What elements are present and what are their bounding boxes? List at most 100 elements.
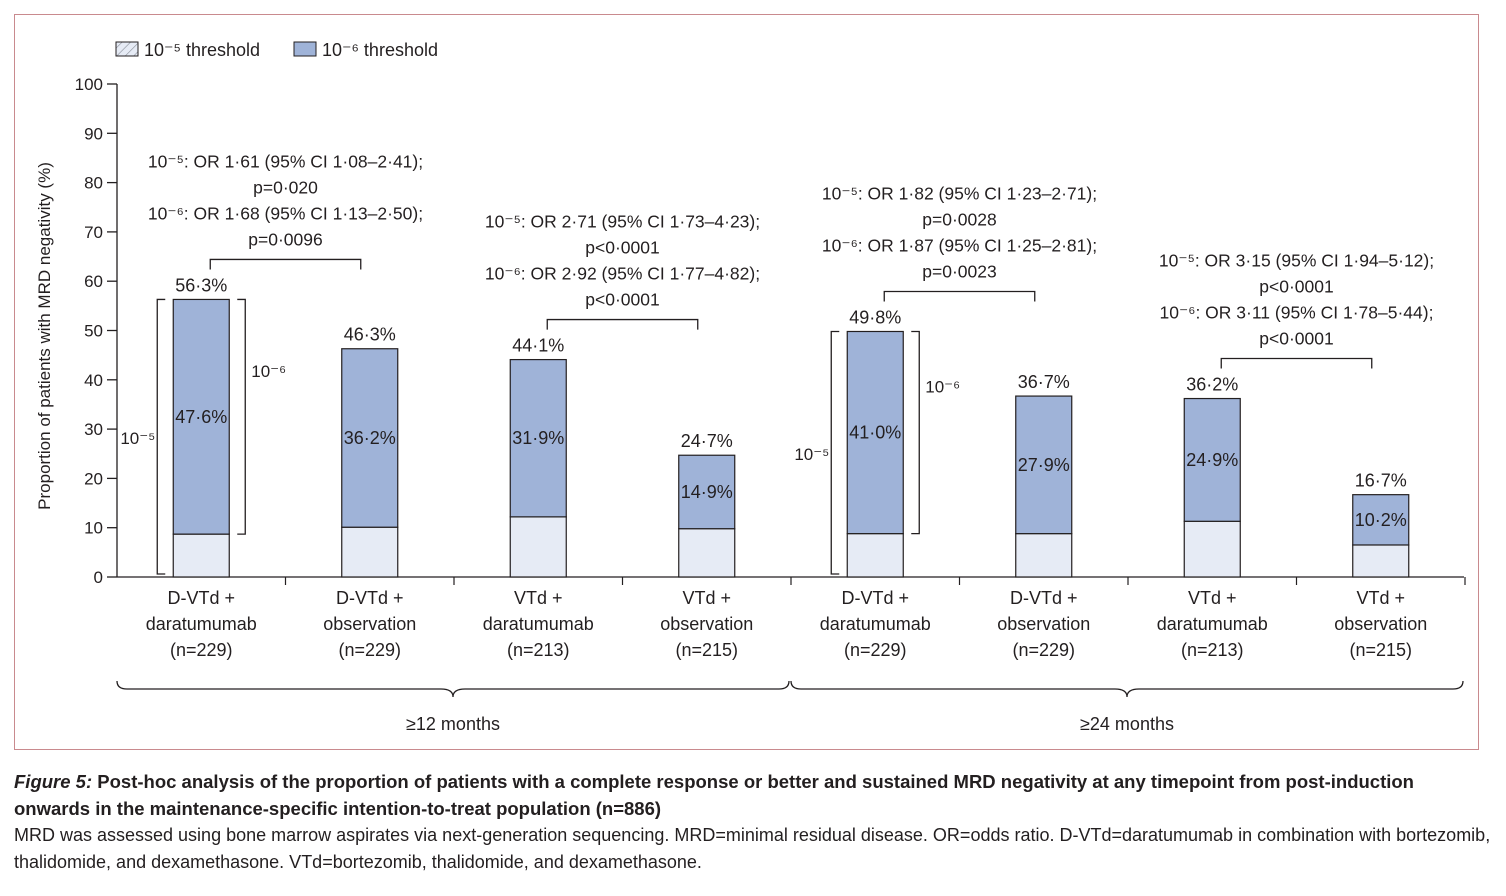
group-label: ≥24 months — [1080, 714, 1174, 734]
y-tick-label: 100 — [75, 75, 103, 94]
x-category-label: observation — [997, 614, 1090, 634]
bar-inner-label: 10·2% — [1355, 510, 1407, 530]
bar-segment-1e5-only — [509, 516, 567, 578]
bar-inner-label: 41·0% — [849, 423, 901, 443]
figure-frame — [14, 14, 1479, 750]
bar-segment-1e6 — [1183, 397, 1241, 522]
bracket-1e5 — [830, 330, 840, 575]
legend-label-1e6: 10⁻⁶ threshold — [322, 40, 438, 60]
x-category-label: daratumumab — [146, 614, 257, 634]
bracket-1e6 — [237, 298, 246, 535]
bar-inner-label: 27·9% — [1018, 455, 1070, 475]
x-category-label: observation — [660, 614, 753, 634]
comparison-stat-line: 10⁻⁵: OR 1·82 (95% CI 1·23–2·71); — [822, 183, 1097, 203]
x-category-label: D-VTd + — [841, 588, 909, 608]
chart: 10⁻⁵ threshold 10⁻⁶ threshold Proportion… — [35, 40, 1466, 734]
comparison-stat-line: 10⁻⁵: OR 1·61 (95% CI 1·08–2·41); — [148, 151, 423, 171]
comparison-stat-line: 10⁻⁶: OR 1·87 (95% CI 1·25–2·81); — [822, 235, 1097, 255]
bar-total-label: 16·7% — [1355, 471, 1407, 491]
bar-inner-label: 36·2% — [344, 428, 396, 448]
comparison-stat-line: p<0·0001 — [1259, 277, 1333, 297]
x-category-label: daratumumab — [1157, 614, 1268, 634]
x-category-label: D-VTd + — [167, 588, 235, 608]
bracket-label-1e5: 10⁻⁵ — [794, 445, 829, 464]
threshold-brackets: 10⁻⁵ 10⁻⁶ 10⁻⁵ 10⁻⁶ — [120, 298, 960, 575]
x-category-label: (n=229) — [844, 640, 907, 660]
bar-segment-1e5-only — [678, 528, 736, 578]
legend-swatch-1e6 — [293, 41, 317, 57]
caption-heading: Figure 5: Post-hoc analysis of the propo… — [14, 768, 1494, 822]
comparison-bracket — [883, 290, 1036, 302]
y-tick-label: 70 — [84, 223, 103, 242]
x-category-label: VTd + — [1188, 588, 1237, 608]
bar-total-label: 44·1% — [512, 336, 564, 356]
x-category-label: daratumumab — [483, 614, 594, 634]
y-axis-label: Proportion of patients with MRD negativi… — [35, 162, 54, 510]
comparison-stat-line: p=0·020 — [253, 177, 318, 197]
bar-segment-1e6 — [172, 298, 230, 535]
x-category-label: D-VTd + — [336, 588, 404, 608]
bar-total-label: 36·2% — [1186, 375, 1238, 395]
comparison-stat-line: p<0·0001 — [585, 238, 659, 258]
bar-segment-1e6 — [678, 454, 736, 530]
x-category-label: D-VTd + — [1010, 588, 1078, 608]
y-tick-label: 50 — [84, 322, 103, 341]
x-category-label: (n=229) — [338, 640, 401, 660]
x-category-label: (n=213) — [1181, 640, 1244, 660]
x-category-label: VTd + — [1356, 588, 1405, 608]
bar-total-label: 46·3% — [344, 325, 396, 345]
bracket-label-1e6: 10⁻⁶ — [251, 362, 286, 381]
bar-segment-1e5-only — [1352, 544, 1410, 578]
y-tick-label: 60 — [84, 272, 103, 291]
comparison-stat-line: 10⁻⁵: OR 2·71 (95% CI 1·73–4·23); — [485, 212, 760, 232]
y-tick-label: 0 — [94, 568, 103, 587]
comparison-stat-line: 10⁻⁶: OR 2·92 (95% CI 1·77–4·82); — [485, 264, 760, 284]
x-axis-labels: D-VTd + daratumumab (n=229) D-VTd + observat… — [146, 577, 1466, 660]
bar-segment-1e5-only — [1183, 520, 1241, 578]
x-category-label: (n=215) — [1349, 640, 1412, 660]
y-tick-label: 10 — [84, 519, 103, 538]
comparisons: 10⁻⁵: OR 1·61 (95% CI 1·08–2·41); p=0·020… — [148, 151, 1434, 369]
caption-title: Post-hoc analysis of the proportion of p… — [14, 771, 1414, 819]
caption-note: MRD was assessed using bone marrow aspir… — [14, 825, 1491, 872]
y-tick-label: 90 — [84, 124, 103, 143]
bar-segment-1e6 — [846, 330, 904, 535]
comparison-stat-line: p=0·0096 — [248, 229, 322, 249]
x-category-label: (n=229) — [170, 640, 233, 660]
bar-inner-label: 14·9% — [681, 482, 733, 502]
bar-segment-1e6 — [341, 348, 399, 528]
comparison-stat-line: p=0·0028 — [922, 209, 996, 229]
comparison-bracket — [209, 258, 362, 270]
bar-segment-1e6 — [509, 358, 567, 518]
time-groups: ≥12 months ≥24 months — [116, 680, 1464, 734]
y-tick-label: 40 — [84, 371, 103, 390]
bar-inner-label: 31·9% — [512, 428, 564, 448]
bar-inner-label: 24·9% — [1186, 450, 1238, 470]
y-tick-label: 30 — [84, 420, 103, 439]
bar-segment-1e5-only — [846, 533, 904, 578]
x-category-label: VTd + — [682, 588, 731, 608]
group-brace — [116, 680, 790, 698]
bar-segment-1e5-only — [341, 526, 399, 578]
x-category-label: (n=215) — [675, 640, 738, 660]
bar-segment-1e6 — [1015, 395, 1073, 535]
legend: 10⁻⁵ threshold 10⁻⁶ threshold — [115, 40, 438, 60]
comparison-bracket — [546, 318, 699, 330]
comparison-bracket — [1220, 357, 1373, 369]
bracket-1e5 — [156, 298, 166, 575]
x-category-label: observation — [1334, 614, 1427, 634]
figure-caption: Figure 5: Post-hoc analysis of the propo… — [14, 768, 1494, 876]
x-category-label: observation — [323, 614, 416, 634]
x-category-label: (n=229) — [1012, 640, 1075, 660]
bracket-1e6 — [911, 330, 920, 535]
legend-swatch-1e5 — [115, 41, 139, 57]
x-category-label: daratumumab — [820, 614, 931, 634]
comparison-stat-line: p<0·0001 — [1259, 329, 1333, 349]
y-tick-label: 80 — [84, 174, 103, 193]
group-label: ≥12 months — [406, 714, 500, 734]
bar-segment-1e5-only — [172, 533, 230, 578]
bar-total-label: 36·7% — [1018, 372, 1070, 392]
comparison-stat-line: 10⁻⁵: OR 3·15 (95% CI 1·94–5·12); — [1159, 251, 1434, 271]
legend-label-1e5: 10⁻⁵ threshold — [144, 40, 260, 60]
comparison-stat-line: p=0·0023 — [922, 261, 996, 281]
